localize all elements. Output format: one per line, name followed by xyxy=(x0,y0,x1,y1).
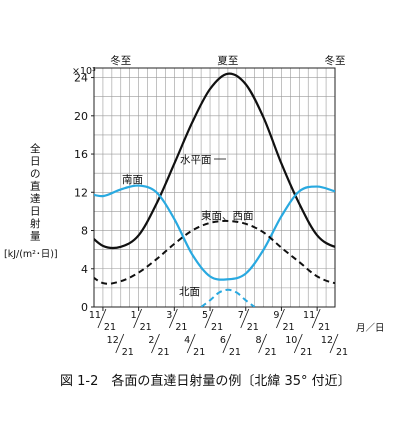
x-tick-day: 21 xyxy=(122,347,134,358)
x-tick-month: 11 xyxy=(303,310,315,321)
x-tick-month: 10 xyxy=(285,335,297,346)
x-tick-day: 21 xyxy=(140,322,152,333)
x-tick-label: 921 xyxy=(273,308,295,333)
x-tick-label: 821 xyxy=(256,333,277,358)
x-tick-label: 421 xyxy=(184,333,205,358)
y-tick-label: 20 xyxy=(74,110,88,123)
x-tick-day: 21 xyxy=(282,322,294,333)
x-tick-slash xyxy=(97,308,107,329)
x-tick-slash xyxy=(329,333,339,354)
x-tick-label: 621 xyxy=(220,333,241,358)
x-tick-slash xyxy=(133,308,142,329)
y-tick-label: 24 xyxy=(74,72,88,85)
figure-caption: 図 1-2 各面の直達日射量の例〔北緯 35° 付近〕 xyxy=(60,373,351,389)
x-tick-day: 21 xyxy=(300,347,312,358)
y-tick-label: 12 xyxy=(74,186,88,199)
series-line-2 xyxy=(94,219,335,285)
x-tick-day: 21 xyxy=(157,347,169,358)
season-label: 冬至 xyxy=(325,54,346,67)
x-tick-month: 7 xyxy=(238,310,244,321)
x-tick-slash xyxy=(115,333,125,354)
x-tick-slash xyxy=(240,308,250,329)
x-tick-day: 21 xyxy=(265,347,277,358)
series-line-1 xyxy=(94,184,335,281)
x-tick-month: 2 xyxy=(148,335,154,346)
series-line-0 xyxy=(94,72,335,250)
x-tick-label: 121 xyxy=(131,308,152,333)
x-tick-month: 3 xyxy=(166,310,172,321)
y-tick-label: 0 xyxy=(81,301,88,314)
y-scale-label: ×10³ xyxy=(72,66,96,77)
x-tick-day: 21 xyxy=(247,322,259,333)
y-unit-label: [kJ/(m²･日)] xyxy=(4,249,58,260)
y-tick-label: 4 xyxy=(81,263,88,276)
x-tick-month: 8 xyxy=(256,335,262,346)
x-tick-month: 4 xyxy=(184,335,190,346)
x-tick-label: 721 xyxy=(238,308,259,333)
x-tick-slash xyxy=(276,308,285,329)
x-tick-slash xyxy=(168,308,178,329)
x-tick-day: 21 xyxy=(229,347,241,358)
y-tick-label: 8 xyxy=(81,225,88,238)
x-tick-label: 221 xyxy=(148,333,170,358)
season-label: 冬至 xyxy=(110,54,131,67)
x-tick-slash xyxy=(311,308,321,329)
season-label: 夏至 xyxy=(217,55,238,67)
x-tick-label: 321 xyxy=(166,308,187,333)
x-tick-month: 12 xyxy=(107,335,119,346)
x-tick-month: 6 xyxy=(220,335,226,346)
series-label: 東面、西面 xyxy=(201,209,254,222)
x-tick-day: 21 xyxy=(175,322,187,333)
x-tick-label: 521 xyxy=(202,308,223,333)
series-label: 北面 xyxy=(179,286,200,298)
axes: 04812162024全日の直達日射量112112211212213214215… xyxy=(30,67,348,358)
x-tick-month: 9 xyxy=(273,310,279,321)
x-tick-slash xyxy=(293,333,303,354)
x-tick-month: 5 xyxy=(202,310,208,321)
x-tick-slash xyxy=(151,333,160,354)
x-tick-day: 21 xyxy=(211,322,223,333)
x-tick-slash xyxy=(186,333,196,354)
y-tick-label: 16 xyxy=(74,148,88,161)
series-lines xyxy=(94,72,335,307)
x-unit-label: 月／日 xyxy=(356,323,385,334)
plot-frame xyxy=(93,67,336,308)
x-tick-slash xyxy=(204,308,214,329)
x-tick-month: 1 xyxy=(131,310,137,321)
x-tick-slash xyxy=(222,333,232,354)
x-tick-slash xyxy=(258,333,267,354)
series-label: 水平面 xyxy=(180,154,212,166)
series-label: 南面 xyxy=(122,173,143,186)
x-tick-day: 21 xyxy=(193,347,205,358)
x-tick-month: 11 xyxy=(89,310,101,321)
y-axis-label: 全日の直達日射量 xyxy=(30,142,41,243)
x-tick-day: 21 xyxy=(318,322,330,333)
x-tick-month: 12 xyxy=(321,335,333,346)
x-tick-day: 21 xyxy=(336,347,348,358)
series-line-3 xyxy=(200,288,256,307)
x-tick-day: 21 xyxy=(104,322,116,333)
